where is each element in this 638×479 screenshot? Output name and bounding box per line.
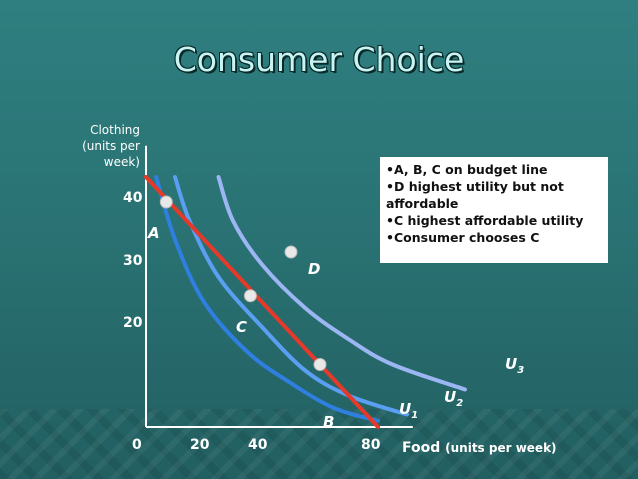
curve-label-u2-text: U [444, 388, 457, 406]
x-tick-label: 20 [190, 437, 210, 453]
x-axis-unit: (units per week) [445, 441, 557, 455]
curve-label-u3: U3 [505, 355, 524, 376]
x-tick-label: 80 [361, 437, 381, 453]
point-label-b: B [323, 413, 335, 431]
note-item: •A, B, C on budget line [386, 162, 548, 177]
note-item: •C highest affordable utility [386, 213, 584, 228]
point-d [284, 245, 298, 259]
note-item: •Consumer chooses C [386, 230, 540, 245]
x-axis-label: Food (units per week) [402, 440, 557, 456]
budget-line [144, 175, 380, 429]
point-label-d: D [308, 260, 321, 278]
slide-title: Consumer Choice [173, 40, 465, 79]
x-tick-label: 0 [132, 437, 142, 453]
point-c [243, 289, 257, 303]
indifference-curve-u1 [154, 175, 380, 423]
y-axis-label: Clothing (units per week) [82, 123, 140, 169]
y-tick-label: 30 [123, 253, 143, 269]
curve-label-u2: U2 [444, 388, 463, 409]
curve-label-u2-sub: 2 [456, 398, 464, 409]
note-item: •D highest utility but not affordable [386, 179, 564, 211]
y-tick-label: 40 [123, 190, 143, 206]
y-tick-label: 20 [123, 315, 143, 331]
decorative-pattern [0, 409, 638, 479]
curve-label-u1: U1 [399, 400, 418, 421]
indifference-curve-u3 [216, 175, 467, 392]
x-tick-label: 40 [248, 437, 268, 453]
point-b [313, 358, 327, 371]
notes-box: •A, B, C on budget line •D highest utili… [380, 157, 608, 263]
point-label-c: C [236, 318, 248, 336]
point-a [159, 195, 173, 209]
x-axis-label-text: Food [402, 440, 441, 456]
curve-label-u1-text: U [399, 400, 412, 418]
point-label-a: A [148, 224, 160, 242]
curve-label-u3-text: U [505, 355, 518, 373]
curve-label-u1-sub: 1 [411, 410, 419, 421]
curve-label-u3-sub: 3 [517, 365, 525, 376]
